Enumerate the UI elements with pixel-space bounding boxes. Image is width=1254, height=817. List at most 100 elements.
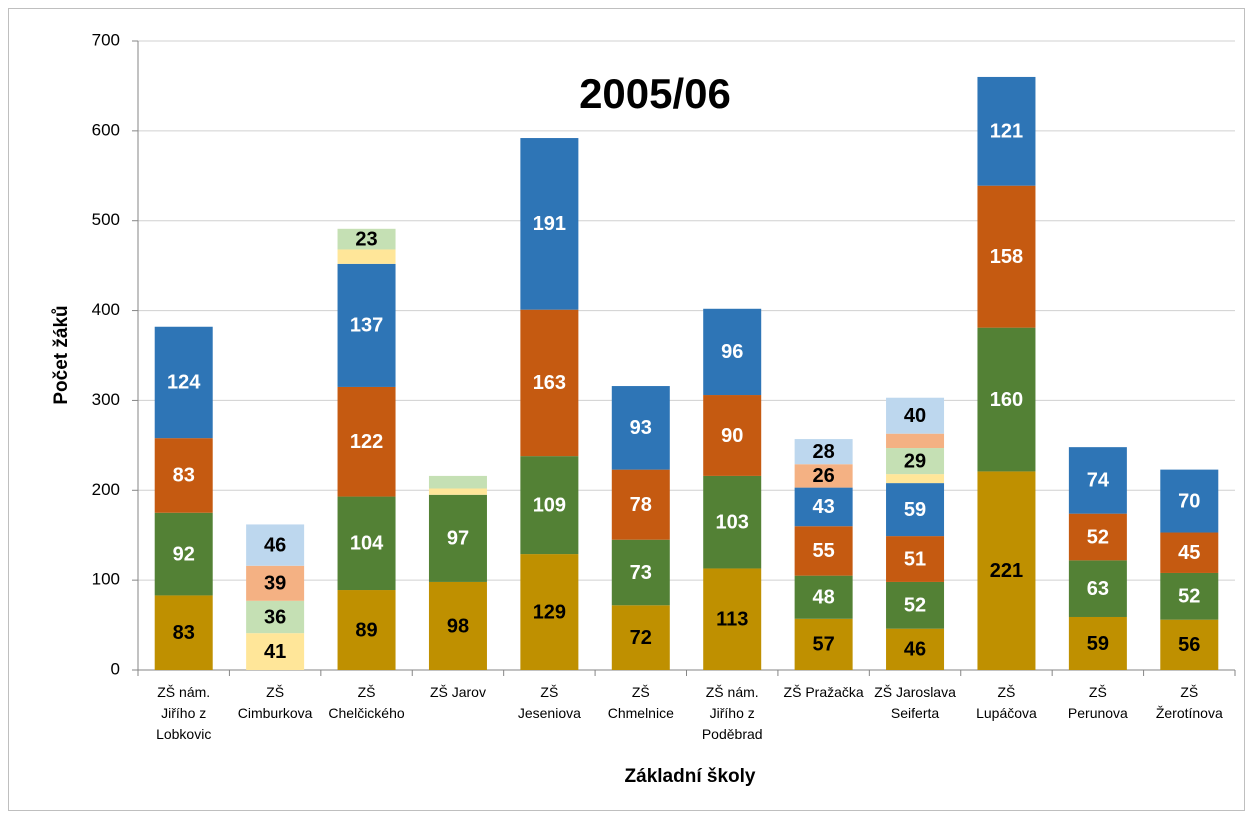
bar-segment (1160, 532, 1219, 573)
data-label: 109 (533, 494, 566, 516)
bar-segment (886, 474, 945, 484)
bar-segment (886, 448, 945, 475)
data-label: 78 (630, 494, 652, 516)
data-label: 70 (1178, 490, 1200, 512)
bar-segment (246, 565, 305, 601)
data-label: 36 (264, 606, 286, 628)
data-label: 52 (1087, 526, 1109, 548)
x-tick-label: ZŠ nám. Jiřího z Lobkovic (156, 684, 211, 742)
data-label: 90 (721, 425, 743, 447)
data-label: 59 (1087, 633, 1109, 655)
data-label: 96 (721, 341, 743, 363)
bar-segment (428, 581, 487, 670)
chart-title: 2005/06 (579, 70, 731, 117)
data-label: 28 (813, 441, 835, 463)
bar-segment (246, 633, 305, 670)
data-label: 39 (264, 573, 286, 595)
data-label: 163 (533, 372, 566, 394)
bar-segment (794, 487, 853, 527)
bar-segment (794, 526, 853, 576)
bar-segment (1068, 513, 1127, 561)
x-tick-label: ZŠ Chelčického (328, 684, 404, 721)
bar-segment (428, 488, 487, 495)
x-tick-label: ZŠ Jarov (430, 684, 486, 700)
y-tick-label: 600 (92, 120, 120, 139)
x-tick-label: ZŠ Lupáčova (976, 684, 1037, 721)
data-label: 40 (904, 405, 926, 427)
data-label: 51 (904, 548, 926, 570)
data-label: 122 (350, 431, 383, 453)
bar-segment (611, 539, 670, 606)
data-label: 124 (167, 372, 201, 394)
x-axis-title: Základní školy (625, 766, 756, 787)
data-label: 93 (630, 417, 652, 439)
data-label: 46 (264, 534, 286, 556)
data-label: 113 (716, 609, 748, 631)
bar-segment (611, 469, 670, 540)
bar-segment (1068, 560, 1127, 617)
bar-segment (1068, 616, 1127, 670)
x-tick-label: ZŠ Chmelnice (608, 684, 674, 721)
data-label: 63 (1087, 578, 1109, 600)
bar-segment (611, 386, 670, 470)
bar-segment (611, 605, 670, 670)
bar-segment (977, 471, 1036, 670)
data-label: 52 (1178, 586, 1200, 608)
bar-segment (794, 575, 853, 619)
bar-segment (337, 263, 396, 387)
bar-segment (337, 496, 396, 591)
data-label: 158 (990, 246, 1023, 268)
y-tick-label: 300 (92, 390, 120, 409)
bar-segment (977, 327, 1036, 472)
x-tick-label: ZŠ Jeseniova (518, 684, 581, 721)
bar-segment (977, 185, 1036, 328)
data-label: 137 (350, 315, 383, 337)
x-tick-label: ZŠ Cimburkova (238, 684, 313, 721)
bar-segment (520, 456, 579, 555)
bar-segment (794, 439, 853, 465)
bar-segment (886, 483, 945, 537)
data-label: 121 (990, 121, 1023, 143)
bar-segment (1068, 447, 1127, 514)
data-label: 23 (355, 228, 377, 250)
data-label: 83 (173, 622, 195, 644)
bar-segment (154, 512, 213, 596)
bar-segment (886, 581, 945, 629)
y-tick-label: 500 (92, 210, 120, 229)
x-tick-label: ZŠ Žerotínova (1156, 684, 1223, 721)
data-label: 29 (904, 450, 926, 472)
bar-segment (703, 395, 762, 476)
bar-segment (1160, 469, 1219, 533)
data-label: 104 (350, 533, 384, 555)
data-label: 26 (813, 465, 835, 487)
bar-segment (428, 475, 487, 489)
bar-segment (520, 138, 579, 310)
x-tick-label: ZŠ Pražačka (784, 684, 864, 700)
data-label: 83 (173, 465, 195, 487)
data-label: 56 (1178, 634, 1200, 656)
bar-segment (977, 76, 1036, 186)
bar-segment (246, 600, 305, 634)
data-label: 46 (904, 639, 926, 661)
bar-segment (337, 386, 396, 497)
bar-segment (337, 249, 396, 264)
y-axis-title: Počet žáků (51, 305, 72, 404)
data-label: 52 (904, 595, 926, 617)
bar-segment (337, 228, 396, 250)
bar-segment (703, 308, 762, 396)
bar-segment (520, 554, 579, 670)
data-label: 73 (630, 562, 652, 584)
y-tick-label: 700 (92, 30, 120, 49)
data-label: 74 (1087, 470, 1110, 492)
bar-segment (703, 475, 762, 569)
data-label: 43 (813, 496, 835, 518)
y-tick-label: 400 (92, 300, 120, 319)
bar-segment (794, 464, 853, 488)
bar-segment (246, 524, 305, 566)
y-tick-label: 100 (92, 570, 120, 589)
bar-segment (337, 590, 396, 670)
data-label: 97 (447, 528, 469, 550)
data-label: 48 (813, 586, 835, 608)
x-tick-label: ZŠ nám. Jiřího z Poděbrad (702, 684, 763, 742)
data-label: 221 (990, 560, 1023, 582)
